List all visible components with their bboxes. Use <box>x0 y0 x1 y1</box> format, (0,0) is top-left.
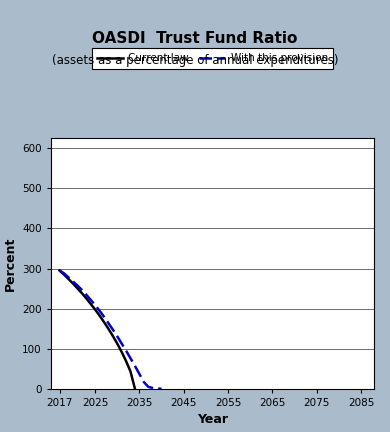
Text: (assets as a percentage of annual expenditures): (assets as a percentage of annual expend… <box>52 54 338 67</box>
Text: OASDI  Trust Fund Ratio: OASDI Trust Fund Ratio <box>92 32 298 46</box>
X-axis label: Year: Year <box>197 413 228 426</box>
Y-axis label: Percent: Percent <box>4 236 16 291</box>
Legend: Current law, With this provision: Current law, With this provision <box>92 48 333 69</box>
